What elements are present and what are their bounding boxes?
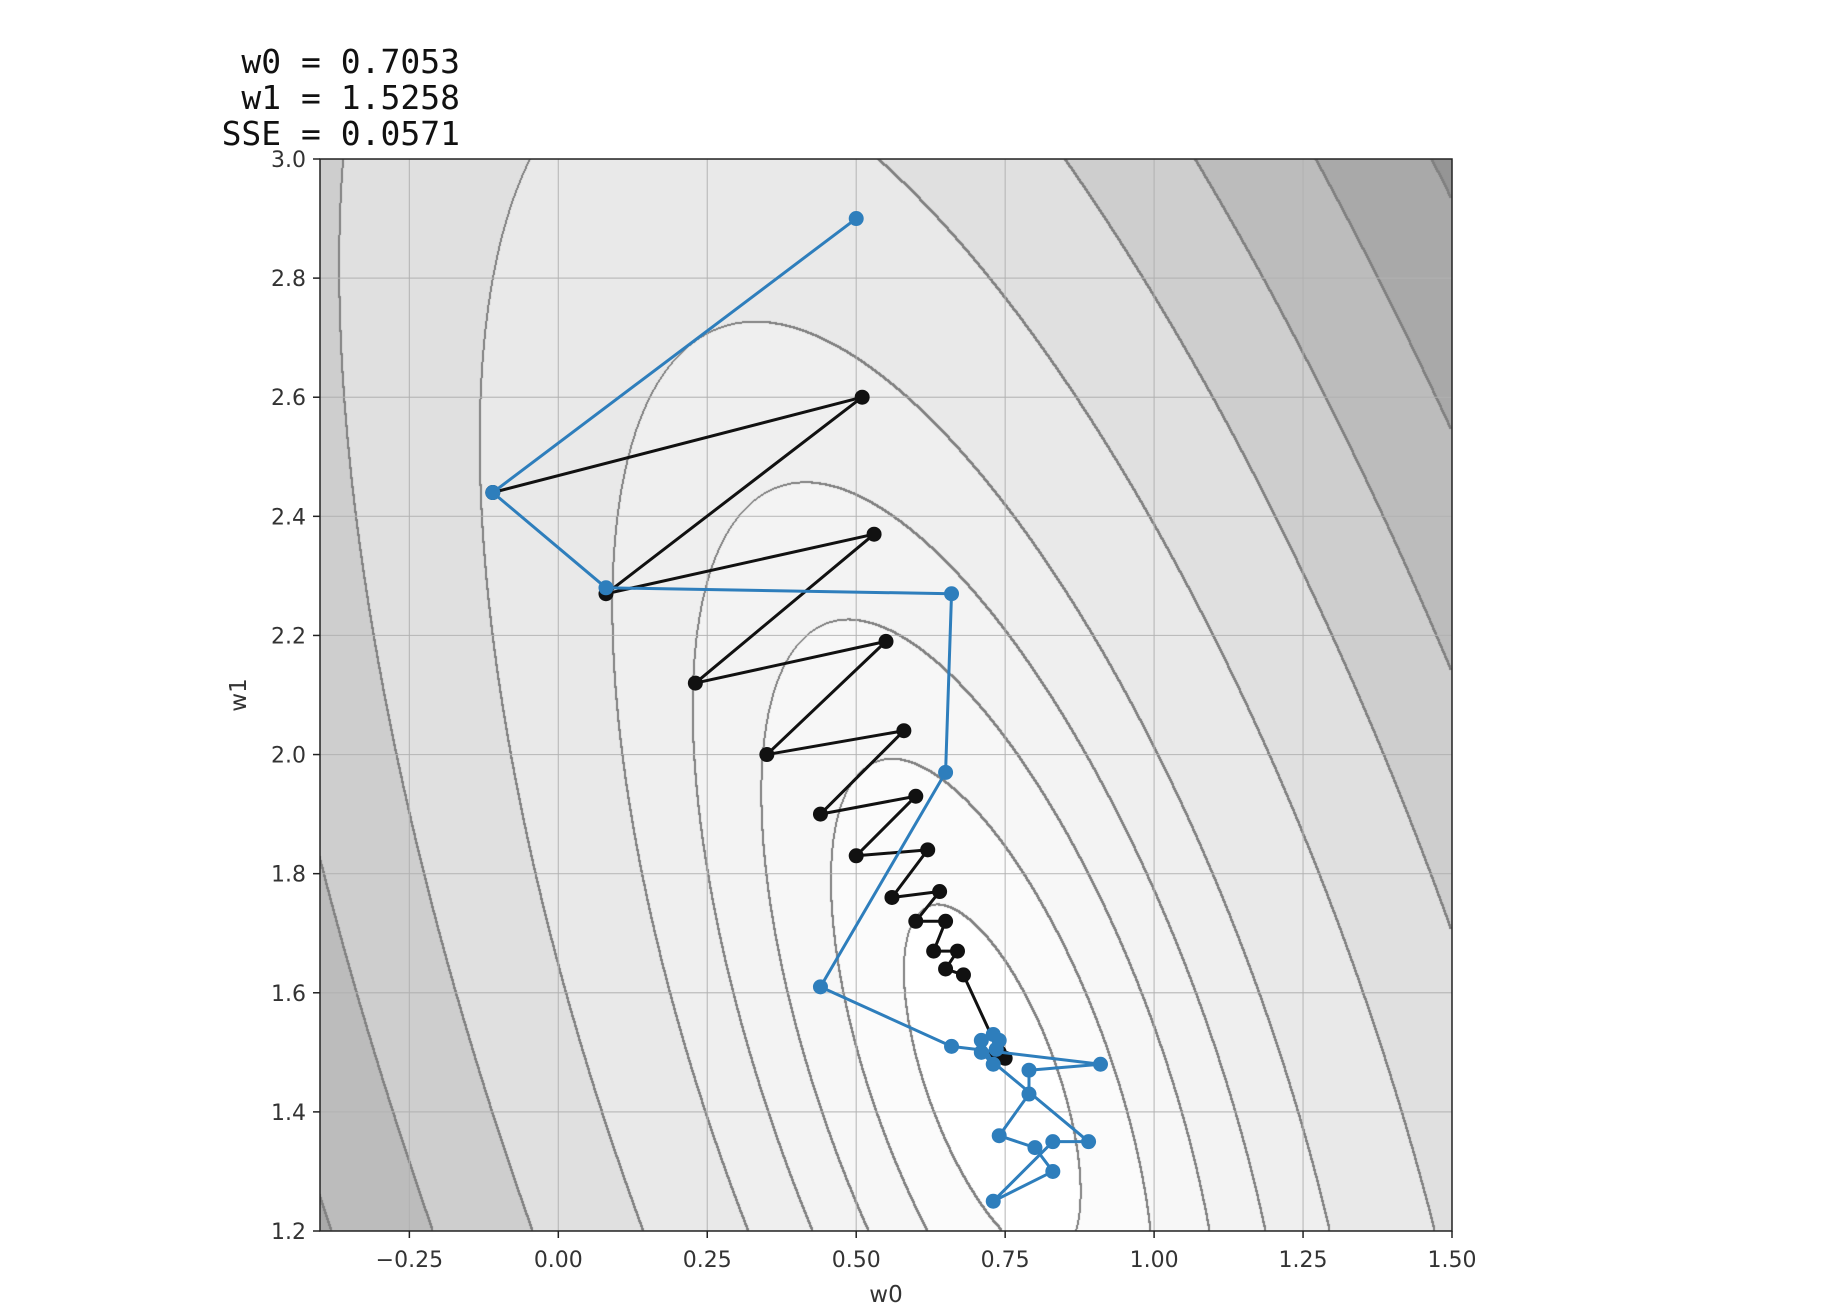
series-point	[955, 967, 971, 983]
x-tick-label: 0.50	[832, 1248, 881, 1273]
series-point	[988, 1041, 1004, 1057]
readout-w0-label: w0	[221, 42, 282, 81]
readout-w0-value: 0.7053	[340, 42, 460, 81]
series-point	[944, 1038, 960, 1054]
x-axis-label: w0	[869, 1282, 902, 1308]
series-point	[949, 943, 965, 959]
series-point	[944, 586, 960, 602]
x-tick-label: −0.25	[376, 1248, 443, 1273]
series-point	[908, 913, 924, 929]
series-point	[812, 806, 828, 822]
series-point	[926, 943, 942, 959]
series-point	[938, 961, 954, 977]
series-point	[1045, 1134, 1061, 1150]
readout-sse-label: SSE	[221, 114, 282, 153]
readout-sse-value: 0.0571	[340, 114, 460, 153]
series-point	[687, 675, 703, 691]
series-point	[985, 1056, 1001, 1072]
series-point	[973, 1044, 989, 1060]
x-tick-label: 1.25	[1279, 1248, 1328, 1273]
series-point	[884, 889, 900, 905]
series-point	[866, 526, 882, 542]
series-point	[991, 1128, 1007, 1144]
series-layer	[485, 211, 1108, 1209]
series-point	[1081, 1134, 1097, 1150]
series-point	[908, 788, 924, 804]
readout-w0: w0 = 0.7053	[221, 42, 460, 81]
series-point	[1092, 1056, 1108, 1072]
series-blue	[485, 211, 1108, 1209]
x-tick-label: 0.00	[534, 1248, 583, 1273]
series-point	[812, 979, 828, 995]
series-point	[485, 485, 501, 501]
y-tick-label: 2.8	[271, 267, 306, 292]
contour-layer	[320, 159, 1452, 1231]
y-tick-label: 1.6	[271, 982, 306, 1007]
series-point	[1045, 1163, 1061, 1179]
series-point	[598, 580, 614, 596]
readout-w1: w1 = 1.5258	[221, 78, 460, 117]
x-tick-label: 0.75	[981, 1248, 1030, 1273]
x-tick-label: 1.50	[1428, 1248, 1477, 1273]
series-point	[938, 764, 954, 780]
y-tick-label: 3.0	[271, 148, 306, 173]
y-tick-label: 2.0	[271, 744, 306, 769]
series-point	[1021, 1062, 1037, 1078]
series-point	[932, 884, 948, 900]
y-tick-label: 2.2	[271, 624, 306, 649]
y-tick-label: 1.8	[271, 863, 306, 888]
y-tick-label: 1.2	[271, 1220, 306, 1245]
series-point	[1027, 1140, 1043, 1156]
x-tick-label: 0.25	[683, 1248, 732, 1273]
readout-sse: SSE = 0.0571	[221, 114, 460, 153]
series-point	[878, 633, 894, 649]
series-point	[759, 747, 775, 763]
x-tick-label: 1.00	[1130, 1248, 1179, 1273]
readout-w1-label: w1	[221, 78, 282, 117]
series-point	[1021, 1086, 1037, 1102]
series-point	[920, 842, 936, 858]
series-point	[985, 1193, 1001, 1209]
series-point	[973, 1032, 989, 1048]
series-point	[854, 389, 870, 405]
readout-w1-value: 1.5258	[340, 78, 460, 117]
y-tick-label: 1.4	[271, 1101, 306, 1126]
y-tick-label: 2.4	[271, 505, 306, 530]
y-axis-label: w1	[226, 678, 252, 711]
y-tick-label: 2.6	[271, 386, 306, 411]
series-point	[848, 211, 864, 227]
series-point	[848, 848, 864, 864]
tick-layer: −0.25 0.00 0.25 0.50 0.75 1.00 1.25 1.50 1.2 1.4 1…	[271, 148, 1476, 1273]
plot-frame	[319, 158, 1453, 1232]
series-point	[896, 723, 912, 739]
series-point	[938, 913, 954, 929]
contour-fill	[320, 159, 1452, 1231]
grid-layer	[320, 159, 1452, 1231]
